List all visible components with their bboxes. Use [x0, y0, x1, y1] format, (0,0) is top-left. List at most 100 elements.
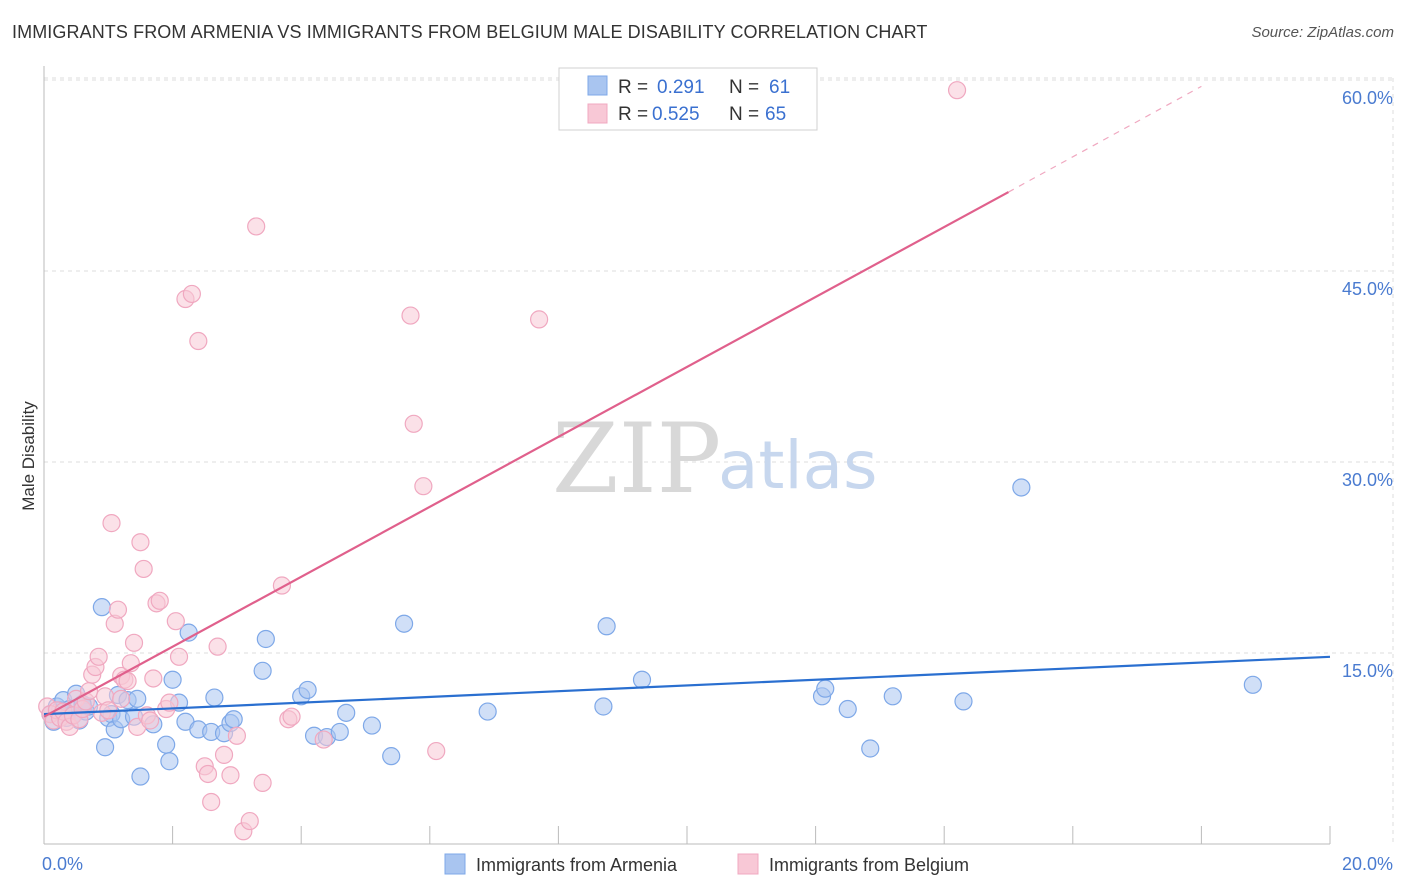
point-s1-16	[89, 647, 108, 666]
point-s1-63	[947, 81, 967, 100]
x-tick-labels: 0.0% 20.0%	[42, 854, 1393, 874]
point-s0-44	[337, 703, 356, 722]
point-s1-59	[404, 414, 423, 433]
point-s0-38	[256, 629, 275, 649]
series-0-points	[41, 478, 1262, 786]
y-tick-label-1: 30.0%	[1342, 470, 1393, 490]
legend-swatch-armenia	[587, 75, 608, 96]
legend-n-label-belgium: N =	[729, 104, 759, 125]
point-s1-42	[189, 331, 208, 351]
point-s1-33	[144, 669, 163, 688]
point-s0-58	[1012, 478, 1031, 497]
x-tick-label-1: 20.0%	[1342, 854, 1393, 874]
point-s0-57	[954, 692, 973, 711]
y-tick-label-3: 60.0%	[1342, 88, 1393, 108]
point-s1-45	[202, 792, 221, 812]
point-s0-53	[816, 679, 835, 698]
point-s0-37	[253, 661, 272, 680]
series-1-points	[38, 81, 967, 841]
point-s0-49	[594, 697, 613, 716]
point-s0-36	[224, 710, 243, 729]
point-s0-25	[157, 735, 176, 754]
y-tick-label-2: 45.0%	[1342, 279, 1393, 299]
point-s1-61	[427, 741, 446, 761]
point-s1-49	[227, 726, 246, 745]
point-s0-26	[160, 752, 179, 771]
bottom-legend-label-belgium: Immigrants from Belgium	[769, 855, 969, 875]
bottom-legend-swatch-armenia	[444, 853, 466, 875]
point-s1-47	[214, 745, 234, 764]
trend-line-s1	[43, 191, 1010, 718]
legend-n-value-belgium: 65	[765, 104, 786, 125]
bottom-legend-label-armenia: Immigrants from Armenia	[476, 855, 678, 875]
point-s0-14	[95, 738, 115, 757]
point-s0-55	[861, 739, 880, 758]
trend-extension-s1	[1008, 85, 1202, 193]
chart-title: IMMIGRANTS FROM ARMENIA VS IMMIGRANTS FR…	[12, 22, 928, 42]
point-s0-27	[163, 670, 182, 689]
point-s0-50	[597, 617, 616, 636]
point-s1-41	[182, 284, 201, 304]
stats-legend: R = 0.291 N = 61 R = 0.525 N = 65	[558, 67, 818, 131]
point-s1-53	[253, 773, 272, 792]
point-s1-39	[169, 647, 189, 666]
axes	[43, 66, 1331, 845]
point-s1-27	[124, 633, 144, 652]
y-tick-labels: 15.0% 30.0% 45.0% 60.0%	[1342, 88, 1393, 681]
point-s1-60	[414, 477, 433, 496]
watermark: ZIP atlas	[552, 403, 878, 515]
legend-r-label-armenia: R =	[618, 77, 648, 98]
x-tick-label-0: 0.0%	[42, 854, 83, 874]
point-s1-29	[131, 533, 150, 552]
point-s1-51	[240, 811, 259, 831]
point-s0-45	[362, 716, 382, 735]
point-s1-64	[112, 689, 131, 708]
legend-n-value-armenia: 61	[769, 77, 790, 98]
point-s1-25	[118, 671, 137, 691]
point-s1-58	[401, 306, 420, 325]
legend-r-value-armenia: 0.291	[657, 77, 705, 98]
point-s0-48	[478, 702, 497, 721]
watermark-zip: ZIP	[552, 403, 721, 515]
point-s1-48	[221, 766, 240, 785]
source-label: Source: ZipAtlas.com	[1251, 24, 1394, 41]
point-s0-23	[131, 767, 150, 786]
point-s0-33	[205, 688, 224, 707]
legend-r-value-belgium: 0.525	[652, 104, 700, 125]
point-s1-22	[108, 600, 128, 619]
point-s1-38	[166, 612, 185, 631]
legend-swatch-belgium	[587, 103, 608, 124]
legend-n-label-armenia: N =	[729, 77, 759, 98]
point-s0-51	[632, 670, 652, 689]
trend-lines	[43, 85, 1331, 718]
bottom-legend-swatch-belgium	[737, 853, 759, 875]
data-points	[38, 81, 1262, 841]
point-s0-40	[298, 680, 317, 700]
series-legend: Immigrants from Armenia Immigrants from …	[444, 853, 969, 875]
point-s1-35	[150, 591, 169, 610]
point-s1-20	[102, 514, 121, 533]
point-s0-54	[838, 699, 857, 719]
point-s0-47	[394, 614, 414, 633]
point-s0-43	[330, 722, 349, 742]
point-s1-32	[140, 711, 160, 730]
point-s1-56	[282, 707, 301, 726]
point-s1-57	[314, 730, 333, 749]
point-s0-59	[1243, 675, 1262, 694]
point-s1-44	[198, 764, 218, 784]
trend-line-s0	[43, 655, 1331, 716]
point-s0-56	[883, 687, 902, 706]
watermark-atlas: atlas	[718, 427, 878, 504]
point-s1-46	[208, 637, 227, 656]
y-axis-label: Male Disability	[19, 401, 38, 511]
point-s0-46	[382, 747, 401, 766]
point-s0-13	[92, 598, 111, 617]
point-s1-37	[160, 693, 179, 712]
point-s1-62	[530, 310, 549, 329]
legend-r-label-belgium: R =	[618, 104, 648, 125]
point-s1-52	[247, 217, 266, 236]
point-s0-22	[128, 689, 147, 708]
point-s1-30	[134, 559, 153, 579]
y-tick-label-0: 15.0%	[1342, 661, 1393, 681]
